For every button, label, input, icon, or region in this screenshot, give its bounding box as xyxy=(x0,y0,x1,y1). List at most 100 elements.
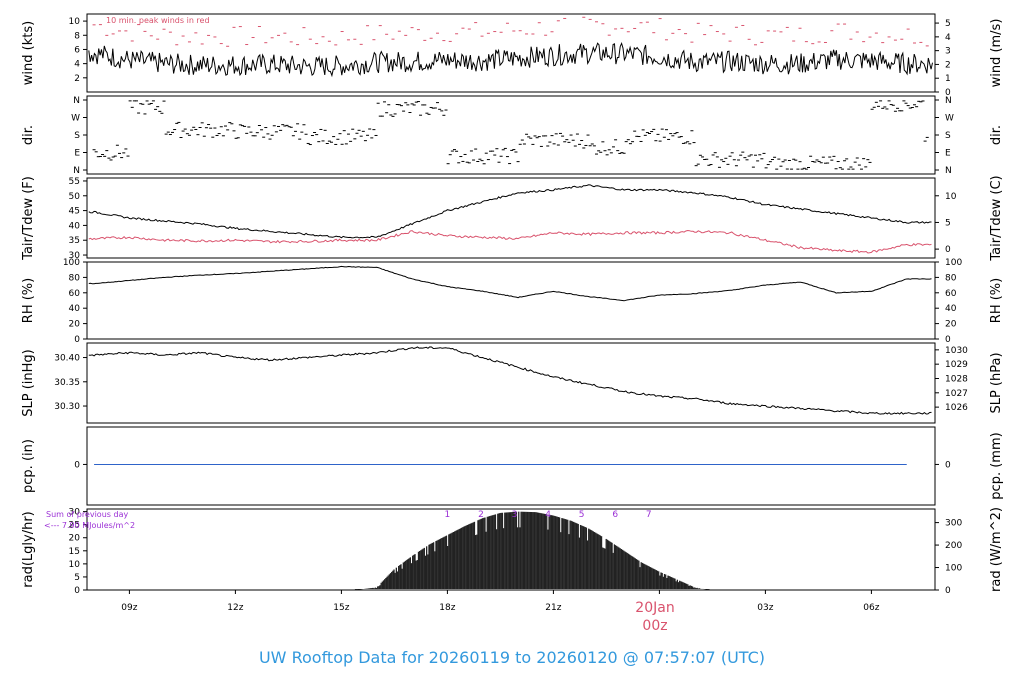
ytick-label-right-6-2: 200 xyxy=(945,541,962,551)
xtick-label-2: 15z xyxy=(333,603,349,613)
ylabel-right-1: dir. xyxy=(989,125,1004,145)
day-label: 20Jan 00z xyxy=(600,599,710,635)
xtick-label-1: 12z xyxy=(227,603,243,613)
ytick-label-right-3-1: 20 xyxy=(945,320,957,330)
rad-hour-label-5: 6 xyxy=(612,510,618,520)
ylabel-left-4: SLP (inHg) xyxy=(21,349,36,417)
ytick-label-right-6-0: 0 xyxy=(945,586,951,596)
ylabel-left-2: Tair/Tdew (F) xyxy=(21,176,36,261)
air-temp-line xyxy=(88,184,932,239)
ytick-label-left-2-5: 55 xyxy=(69,177,80,187)
ytick-label-left-0-3: 8 xyxy=(74,31,80,41)
rad-sum-value: <--- 7.90 MJoules/m^2 xyxy=(44,521,135,530)
ylabel-right-4: SLP (hPa) xyxy=(989,352,1004,413)
ytick-label-left-0-2: 6 xyxy=(74,45,80,55)
ytick-label-right-6-1: 100 xyxy=(945,564,962,574)
ytick-label-right-1-0: N xyxy=(945,96,952,106)
wind-annotation: 10 min. peak winds in red xyxy=(106,16,210,25)
ytick-label-left-1-4: N xyxy=(73,166,80,176)
ytick-label-right-1-4: N xyxy=(945,166,952,176)
panel-frame-5 xyxy=(86,426,936,506)
rad-hour-label-2: 3 xyxy=(512,510,518,520)
ytick-label-left-4-1: 30.35 xyxy=(54,378,80,388)
panel-frame-1 xyxy=(86,95,936,175)
ytick-label-left-1-2: S xyxy=(74,131,80,141)
footer-title: UW Rooftop Data for 20260119 to 20260120… xyxy=(258,648,766,667)
rad-hour-label-1: 2 xyxy=(478,510,484,520)
ytick-label-left-6-4: 20 xyxy=(69,534,81,544)
ytick-label-left-6-6: 30 xyxy=(69,508,81,518)
ytick-label-left-3-2: 40 xyxy=(69,304,81,314)
ytick-label-right-1-1: W xyxy=(945,114,954,124)
ytick-label-right-3-4: 80 xyxy=(945,273,957,283)
ytick-label-right-5-0: 0 xyxy=(945,460,951,470)
ytick-label-left-3-0: 0 xyxy=(74,335,80,345)
ytick-label-right-4-4: 1030 xyxy=(945,346,968,356)
ytick-label-right-2-0: 0 xyxy=(945,245,951,255)
rad-sum-label: Sum of previous day xyxy=(46,510,128,519)
panel-frame-3 xyxy=(86,261,936,340)
xtick-label-7: 06z xyxy=(863,603,879,613)
ytick-label-left-1-0: N xyxy=(73,96,80,106)
ytick-label-right-0-0: 0 xyxy=(945,88,951,98)
panel-frame-2 xyxy=(86,177,936,259)
wind-speed-line xyxy=(88,41,933,78)
ytick-label-right-3-2: 40 xyxy=(945,304,957,314)
ytick-label-right-1-3: E xyxy=(945,149,951,159)
ylabel-right-6: rad (W/m^2) xyxy=(989,507,1004,592)
ylabel-left-1: dir. xyxy=(21,125,36,145)
ylabel-left-3: RH (%) xyxy=(21,278,36,323)
panel-frame-6 xyxy=(86,508,936,591)
rad-hour-label-6: 7 xyxy=(646,510,652,520)
panel-frame-4 xyxy=(86,342,936,424)
ytick-label-right-0-4: 4 xyxy=(945,33,951,43)
rad-hour-label-3: 4 xyxy=(545,510,551,520)
xtick-label-0: 09z xyxy=(121,603,137,613)
ytick-label-left-6-0: 0 xyxy=(74,586,80,596)
ytick-label-left-2-4: 50 xyxy=(69,192,81,202)
rh-line xyxy=(88,265,932,302)
rad-hour-label-4: 5 xyxy=(579,510,585,520)
ylabel-right-3: RH (%) xyxy=(989,278,1004,323)
rad-hour-label-0: 1 xyxy=(445,510,451,520)
ytick-label-left-2-2: 40 xyxy=(69,221,81,231)
day-label-hour: 00z xyxy=(642,618,668,634)
ytick-label-left-3-4: 80 xyxy=(69,273,81,283)
ytick-label-left-5-0: 0 xyxy=(74,460,80,470)
ytick-label-left-2-3: 45 xyxy=(69,207,80,217)
ytick-label-left-6-5: 25 xyxy=(69,521,80,531)
ytick-label-left-6-3: 15 xyxy=(69,547,80,557)
ytick-label-right-4-1: 1027 xyxy=(945,389,968,399)
xtick-label-6: 03z xyxy=(757,603,773,613)
ytick-label-right-4-3: 1029 xyxy=(945,360,968,370)
ylabel-left-0: wind (kts) xyxy=(21,21,36,85)
ytick-label-left-4-0: 30.30 xyxy=(54,402,80,412)
ytick-label-right-3-0: 0 xyxy=(945,335,951,345)
ylabel-right-2: Tair/Tdew (C) xyxy=(989,175,1004,261)
ytick-label-left-6-2: 10 xyxy=(69,560,81,570)
ytick-label-right-0-2: 2 xyxy=(945,60,951,70)
ytick-label-right-3-5: 100 xyxy=(945,258,962,268)
ytick-label-right-0-3: 3 xyxy=(945,47,951,57)
ytick-label-right-6-3: 300 xyxy=(945,519,962,529)
ytick-label-right-1-2: S xyxy=(945,131,951,141)
ytick-label-left-6-1: 5 xyxy=(74,573,80,583)
ylabel-right-5: pcp. (mm) xyxy=(989,432,1004,499)
ytick-label-left-0-4: 10 xyxy=(69,17,81,27)
ytick-label-right-3-3: 60 xyxy=(945,289,957,299)
ytick-label-right-2-1: 5 xyxy=(945,218,951,228)
ytick-label-right-4-0: 1026 xyxy=(945,403,968,413)
panel-frame-0 xyxy=(86,13,936,93)
ylabel-left-5: pcp. (in) xyxy=(21,439,36,493)
ytick-label-left-2-0: 30 xyxy=(69,251,81,261)
ytick-label-right-0-1: 1 xyxy=(945,74,951,84)
xtick-label-3: 18z xyxy=(439,603,455,613)
ytick-label-left-1-1: W xyxy=(71,114,80,124)
ylabel-right-0: wind (m/s) xyxy=(989,19,1004,88)
xtick-label-4: 21z xyxy=(545,603,561,613)
slp-line xyxy=(88,346,932,415)
day-label-date: 20Jan xyxy=(635,600,675,616)
ytick-label-left-2-1: 35 xyxy=(69,236,80,246)
ytick-label-left-3-1: 20 xyxy=(69,320,81,330)
